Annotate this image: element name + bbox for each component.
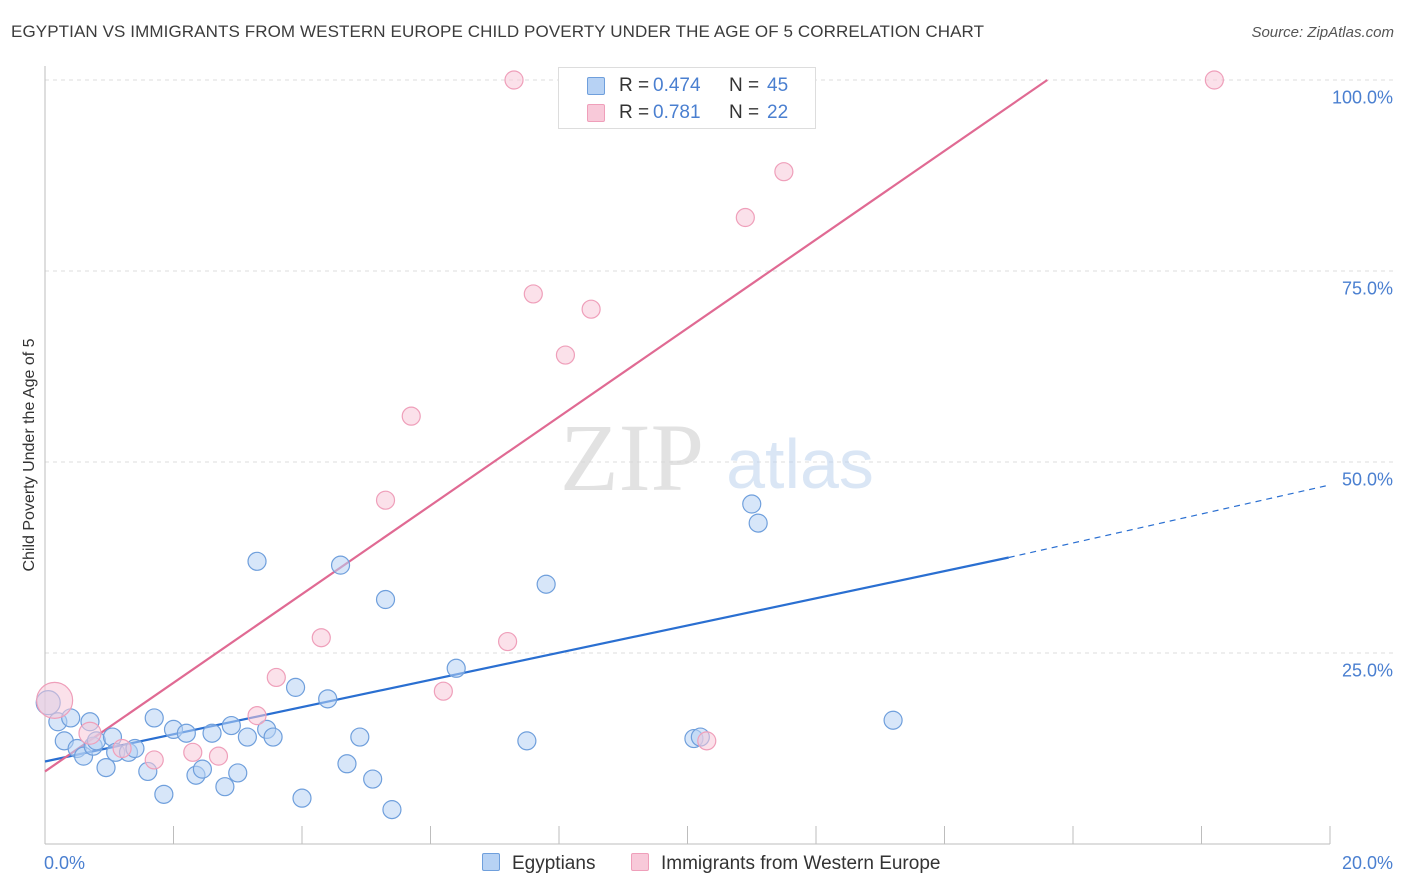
r-label: R =: [619, 75, 650, 96]
legend-swatch-pink: [631, 853, 649, 871]
chart-source: Source: ZipAtlas.com: [1251, 24, 1394, 41]
immigrants-point: [208, 746, 229, 766]
grid-lines: [45, 79, 1394, 654]
x-tick-label-max: 20.0%: [1341, 853, 1393, 873]
watermark-atlas: atlas: [726, 425, 874, 503]
stats-row-egyptians: R = 0.474 N = 45: [559, 74, 815, 100]
egyptians-point: [96, 757, 116, 778]
egyptians-point: [318, 689, 338, 709]
stats-row-immigrants: R = 0.781 N = 22: [559, 101, 815, 127]
egyptians-point: [337, 754, 357, 774]
immigrants-point: [375, 490, 396, 510]
egyptians-point: [215, 777, 235, 797]
egyptians-point: [382, 800, 402, 820]
egyptians-point: [375, 589, 396, 610]
r-value: 0.781: [653, 102, 701, 123]
stats-legend: R = 0.474 N = 45 R = 0.781 N = 22: [558, 67, 816, 129]
egyptians-point: [292, 788, 312, 808]
egyptians-point: [363, 769, 383, 789]
egyptians-point: [202, 723, 222, 743]
egyptians-point: [350, 727, 370, 747]
egyptians-point: [221, 715, 241, 736]
data-points: [35, 70, 1224, 820]
immigrants-point: [498, 631, 518, 652]
y-tick-label: 50.0%: [1341, 469, 1393, 490]
immigrants-point: [401, 406, 421, 426]
immigrants-point: [144, 750, 164, 770]
legend-item-immigrants[interactable]: Immigrants from Western Europe: [631, 853, 940, 875]
egyptians-point: [748, 513, 768, 533]
legend-swatch-pink: [587, 104, 605, 122]
immigrants-point: [112, 738, 132, 759]
immigrants-point: [311, 628, 331, 648]
egyptians-point: [263, 727, 283, 747]
egyptians-point: [237, 727, 257, 747]
egyptians-point: [517, 731, 537, 751]
immigrants-point: [555, 345, 576, 365]
immigrants-point: [78, 721, 102, 745]
immigrants-point: [523, 284, 543, 304]
egyptians-point: [330, 555, 351, 575]
watermark: ZIP atlas: [560, 404, 874, 511]
egyptians-point: [176, 723, 196, 743]
egyptians-point: [883, 710, 903, 730]
series-legend: Egyptians Immigrants from Western Europe: [0, 853, 1406, 877]
n-label: N =: [729, 102, 760, 123]
trend-line-immigrants: [44, 79, 1048, 773]
immigrants-point: [183, 742, 203, 762]
egyptians-point: [446, 658, 466, 678]
egyptians-point: [285, 677, 306, 697]
n-label: N =: [729, 75, 760, 96]
immigrants-point: [735, 207, 755, 228]
egyptians-point: [192, 759, 213, 779]
n-value: 22: [767, 102, 789, 123]
r-label: R =: [619, 102, 650, 123]
egyptians-point: [247, 551, 267, 571]
immigrants-point: [697, 731, 717, 751]
immigrants-point: [581, 299, 601, 319]
immigrants-point: [266, 667, 286, 688]
y-tick-label: 75.0%: [1341, 278, 1393, 299]
egyptians-point: [144, 708, 164, 728]
immigrants-point: [1204, 70, 1224, 90]
egyptians-point: [154, 784, 174, 804]
x-tick-label-min: 0.0%: [44, 853, 86, 873]
immigrants-point: [433, 681, 453, 701]
legend-label: Immigrants from Western Europe: [661, 853, 941, 874]
legend-swatch-blue: [482, 853, 500, 871]
legend-item-egyptians[interactable]: Egyptians: [482, 853, 595, 875]
immigrants-point: [774, 162, 794, 182]
legend-swatch-blue: [587, 77, 605, 95]
y-tick-label: 25.0%: [1341, 660, 1393, 681]
n-value: 45: [767, 75, 789, 96]
immigrants-point: [504, 70, 524, 90]
y-tick-label: 100.0%: [1331, 87, 1393, 108]
r-value: 0.474: [653, 75, 701, 96]
immigrants-point: [36, 681, 74, 719]
egyptians-point: [536, 574, 556, 594]
watermark-zip: ZIP: [560, 404, 704, 511]
chart-title: EGYPTIAN VS IMMIGRANTS FROM WESTERN EURO…: [11, 22, 985, 41]
egyptians-point: [228, 763, 248, 783]
egyptians-point: [742, 494, 762, 514]
legend-label: Egyptians: [512, 853, 596, 874]
immigrants-point: [247, 706, 267, 726]
trend-line-extension: [1008, 484, 1331, 559]
